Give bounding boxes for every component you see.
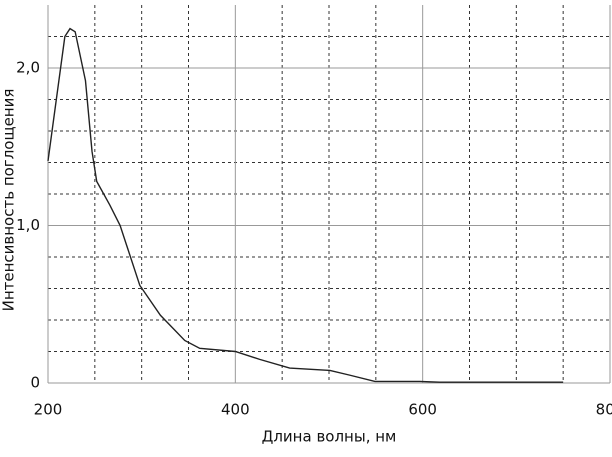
y-axis-title: Интенсивность поглощения (0, 89, 18, 312)
y-tick-label: 2,0 (16, 59, 40, 77)
x-tick-label: 600 (408, 401, 437, 419)
y-tick-label: 1,0 (16, 216, 40, 234)
data-line (47, 27, 564, 383)
x-tick-label: 200 (34, 401, 63, 419)
x-axis-title: Длина волны, нм (262, 428, 397, 446)
x-tick-label: 400 (221, 401, 250, 419)
x-tick-label: 800 (596, 401, 612, 419)
y-tick-label: 0 (30, 374, 40, 392)
